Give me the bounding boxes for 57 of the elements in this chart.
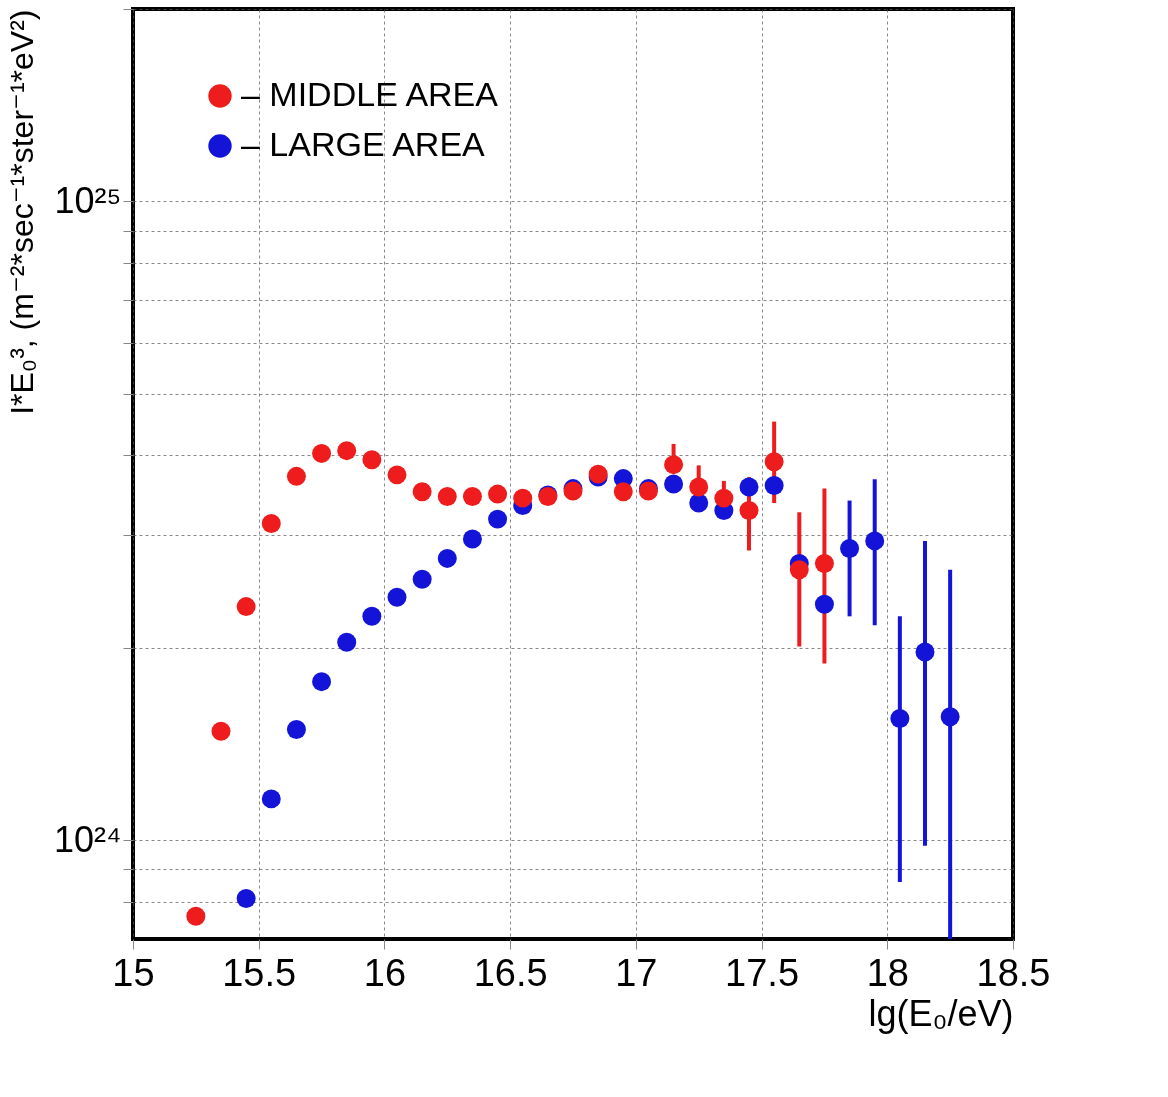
x-tick-label: 15.5 [222, 951, 297, 994]
point [488, 484, 508, 504]
point [437, 548, 457, 568]
x-tick-label: 18 [866, 951, 909, 994]
point [387, 465, 407, 485]
point [664, 455, 684, 475]
x-tick-label: 18.5 [976, 951, 1051, 994]
y-axis-title: I*E₀³, (m⁻²*sec⁻¹*ster⁻¹*eV²) [4, 9, 40, 415]
x-tick-label: 16.5 [473, 951, 548, 994]
point [261, 514, 281, 533]
point [789, 560, 809, 580]
point [865, 531, 885, 551]
x-axis-title: lg(E₀/eV) [868, 992, 1014, 1034]
point [613, 482, 633, 502]
point [488, 509, 508, 529]
point [462, 529, 482, 549]
point [362, 606, 382, 626]
point [513, 488, 533, 508]
point [890, 709, 910, 728]
point [312, 672, 332, 692]
point [286, 719, 306, 739]
point [664, 474, 684, 494]
legend-label: – MIDDLE AREA [241, 75, 499, 113]
point [412, 569, 432, 589]
point [689, 493, 709, 513]
point [286, 466, 306, 486]
point [940, 707, 960, 727]
point [261, 789, 281, 809]
x-tick-label: 15 [112, 951, 155, 994]
y-tick-label: 10²⁵ [54, 179, 122, 221]
x-tick-label: 16 [363, 951, 407, 994]
x-tick-label: 17.5 [725, 951, 800, 994]
point [689, 477, 709, 497]
point [714, 488, 734, 508]
point [462, 487, 482, 506]
point [739, 477, 759, 497]
point [387, 587, 407, 607]
point [915, 642, 935, 662]
x-tick-label: 17 [615, 951, 658, 994]
point [362, 450, 382, 470]
point [412, 482, 432, 502]
point [312, 443, 332, 463]
point [739, 501, 759, 520]
point [814, 594, 834, 614]
point [814, 554, 834, 573]
legend-label: – LARGE AREA [241, 125, 486, 163]
point [840, 539, 860, 559]
point [764, 476, 784, 495]
point [236, 597, 256, 617]
point [211, 721, 231, 741]
point [437, 487, 457, 506]
point [337, 632, 357, 652]
point [337, 441, 357, 461]
y-tick-label: 10²⁴ [54, 818, 122, 860]
point [764, 452, 784, 472]
point [186, 906, 206, 926]
point [236, 889, 256, 908]
